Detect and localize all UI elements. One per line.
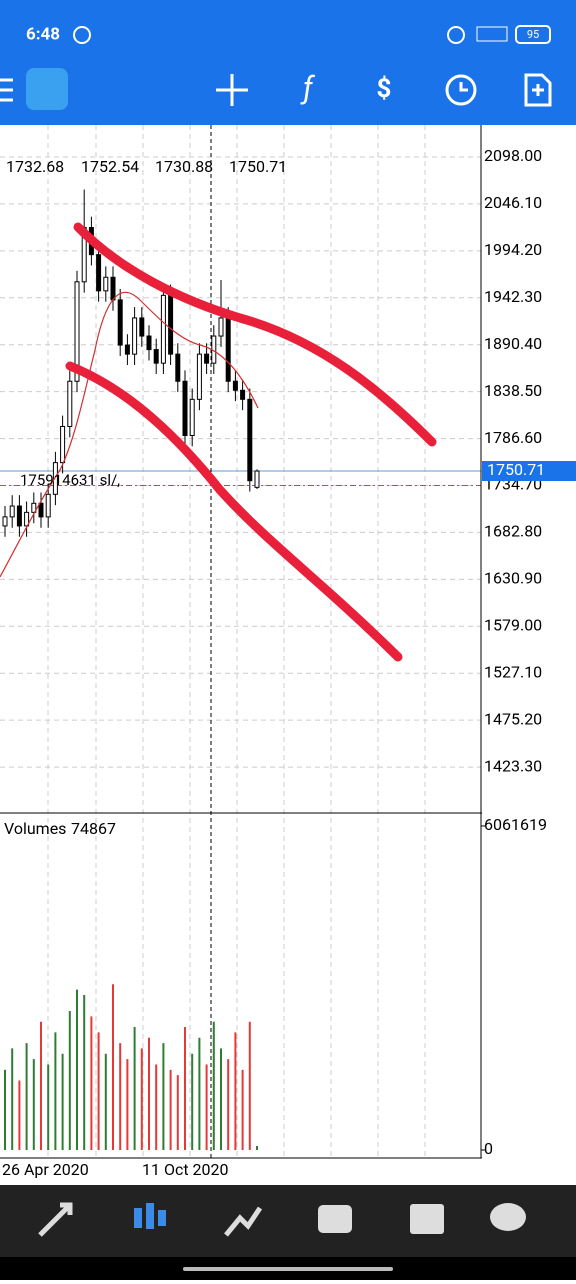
candle-body <box>168 294 174 355</box>
nav-news[interactable] <box>410 1204 444 1234</box>
candle-body <box>232 380 238 391</box>
candle-body <box>9 505 15 518</box>
candle-body <box>96 254 102 292</box>
top-bar <box>0 0 576 125</box>
candle-body <box>60 425 66 464</box>
period-tool[interactable] <box>445 74 477 106</box>
candle-body <box>2 516 8 527</box>
y-tick-label: 1423.30 <box>484 756 542 775</box>
signal-icon <box>476 26 508 42</box>
candle-body <box>139 317 145 337</box>
y-tick-label: 2098.00 <box>484 146 542 165</box>
y-tick-label: 2046.10 <box>484 193 542 212</box>
candle-body <box>132 317 138 355</box>
y-tick-label: 1630.90 <box>484 569 542 588</box>
candle-body <box>74 281 80 382</box>
status-time: 6:48 <box>26 24 60 44</box>
current-price-label: 1750.71 <box>487 460 545 479</box>
candle-body <box>117 299 123 346</box>
candle-body <box>218 317 224 337</box>
trade-tool[interactable]: $ <box>377 74 392 104</box>
y-tick-label: 1475.20 <box>484 709 542 728</box>
x-label: 26 Apr 2020 <box>2 1160 89 1179</box>
nav-chart[interactable] <box>134 1203 166 1229</box>
candle-body <box>175 353 181 382</box>
moving-average <box>0 291 259 578</box>
battery-icon <box>515 25 551 44</box>
y-tick-label: 1942.30 <box>484 287 542 306</box>
ohlc-high: 1752.54 <box>81 157 139 176</box>
nav-quotes[interactable] <box>38 1202 73 1237</box>
volume-tick-label: 0 <box>484 1139 493 1158</box>
ohlc-low: 1730.88 <box>155 157 213 176</box>
volume-tick-label: 6061619 <box>484 815 547 834</box>
candle-body <box>16 505 22 527</box>
volume-last: 74867 <box>71 819 116 838</box>
candle-body <box>182 380 188 436</box>
y-tick-label: 1786.60 <box>484 428 542 447</box>
candle-body <box>38 502 44 518</box>
menu-icon[interactable] <box>0 78 13 102</box>
nav-trade[interactable] <box>224 1206 263 1237</box>
candle-body <box>240 389 246 400</box>
drawn-upper-curve <box>73 222 437 447</box>
bottom-nav <box>0 1185 576 1257</box>
candle-body <box>254 470 260 488</box>
crosshair-tool[interactable] <box>216 74 248 106</box>
nav-history[interactable] <box>318 1205 352 1233</box>
candle-body <box>247 398 253 482</box>
ohlc-close: 1750.71 <box>229 157 287 176</box>
battery-level: 95 <box>527 28 539 41</box>
new-order-tool[interactable] <box>524 73 552 107</box>
order-label: 175914631 sl/, <box>20 471 120 489</box>
candle-body <box>160 294 166 364</box>
candle-body <box>31 502 37 513</box>
y-tick-label: 1838.50 <box>484 381 542 400</box>
candle-body <box>146 335 152 351</box>
nav-messages[interactable] <box>490 1203 526 1231</box>
y-tick-label: 1890.40 <box>484 334 542 353</box>
volume-title: Volumes <box>4 819 66 838</box>
app-icon[interactable] <box>26 68 68 110</box>
drawn-lower-curve <box>65 361 403 662</box>
alarm-icon <box>73 26 91 44</box>
candle-body <box>153 349 159 364</box>
nav-icons <box>38 1202 526 1237</box>
candle-body <box>124 344 130 355</box>
candle-body <box>189 398 195 436</box>
y-tick-label: 1527.10 <box>484 662 542 681</box>
r-icon <box>447 26 465 44</box>
candle-body <box>103 276 109 292</box>
candle-body <box>204 353 210 364</box>
candle-body <box>24 511 30 527</box>
current-price-box <box>482 461 576 482</box>
candle-body <box>225 317 231 382</box>
candle-body <box>67 380 73 427</box>
candle-body <box>52 462 58 495</box>
candle-body <box>45 493 51 518</box>
candle-body <box>196 353 202 400</box>
indicators-tool[interactable]: ƒ <box>300 71 316 106</box>
y-tick-label: 1579.00 <box>484 616 542 635</box>
y-tick-label: 1682.80 <box>484 522 542 541</box>
ohlc-open: 1732.68 <box>6 157 64 176</box>
gesture-bar <box>183 1267 393 1271</box>
y-tick-label: 1994.20 <box>484 240 542 259</box>
candle-body <box>110 276 116 301</box>
x-label: 11 Oct 2020 <box>142 1160 229 1179</box>
